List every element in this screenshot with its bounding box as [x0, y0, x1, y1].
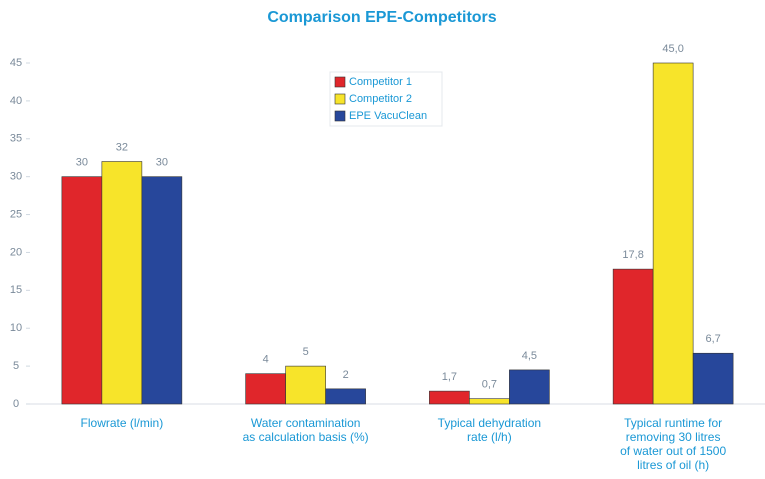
x-tick-label: removing 30 litres: [626, 430, 721, 444]
legend-swatch: [334, 93, 346, 105]
value-label: 5: [303, 346, 309, 358]
bar: [612, 268, 654, 405]
y-tick-label: 30: [10, 171, 22, 183]
value-label: 1,7: [442, 371, 457, 383]
legend-swatch: [334, 76, 346, 88]
y-tick-label: 40: [10, 95, 22, 107]
bar: [325, 388, 366, 405]
y-tick-label: 0: [13, 398, 19, 410]
bar: [652, 62, 694, 405]
y-tick-label: 20: [10, 246, 22, 258]
y-tick-label: 10: [10, 322, 22, 334]
legend-label: Competitor 2: [349, 93, 412, 105]
x-tick-label: Typical dehydration: [438, 416, 541, 430]
value-label: 17,8: [622, 249, 643, 261]
bar: [61, 176, 103, 405]
value-label: 0,7: [482, 379, 497, 391]
x-tick-label: as calculation basis (%): [243, 430, 369, 444]
x-tick-label: Water contamination: [251, 416, 361, 430]
bar: [285, 365, 326, 405]
bar: [429, 390, 470, 405]
x-tick-label: Typical runtime for: [624, 416, 722, 430]
value-label: 30: [76, 157, 88, 169]
value-label: 45,0: [662, 43, 683, 55]
value-label: 4: [263, 354, 269, 366]
bar: [245, 373, 286, 405]
y-tick-label: 15: [10, 284, 22, 296]
bar: [692, 352, 734, 405]
y-tick-label: 35: [10, 133, 22, 145]
x-tick-label: rate (l/h): [467, 430, 512, 444]
value-label: 32: [116, 141, 128, 153]
bar: [141, 176, 183, 405]
legend-box: [329, 71, 443, 127]
x-tick-label: Flowrate (l/min): [81, 416, 164, 430]
y-tick-label: 5: [13, 360, 19, 372]
legend-swatch: [334, 110, 346, 122]
chart-title: Comparison EPE-Competitors: [267, 9, 496, 26]
legend-label: EPE VacuClean: [349, 110, 427, 122]
value-label: 2: [343, 369, 349, 381]
legend-label: Competitor 1: [349, 76, 412, 88]
x-tick-label: of water out of 1500: [620, 444, 726, 458]
bar: [101, 161, 143, 405]
bar: [509, 369, 550, 405]
bar: [469, 398, 510, 405]
value-label: 4,5: [522, 350, 537, 362]
value-label: 6,7: [705, 333, 720, 345]
y-tick-label: 45: [10, 57, 22, 69]
value-label: 30: [156, 157, 168, 169]
x-tick-label: litres of oil (h): [637, 458, 709, 472]
y-tick-label: 25: [10, 208, 22, 220]
